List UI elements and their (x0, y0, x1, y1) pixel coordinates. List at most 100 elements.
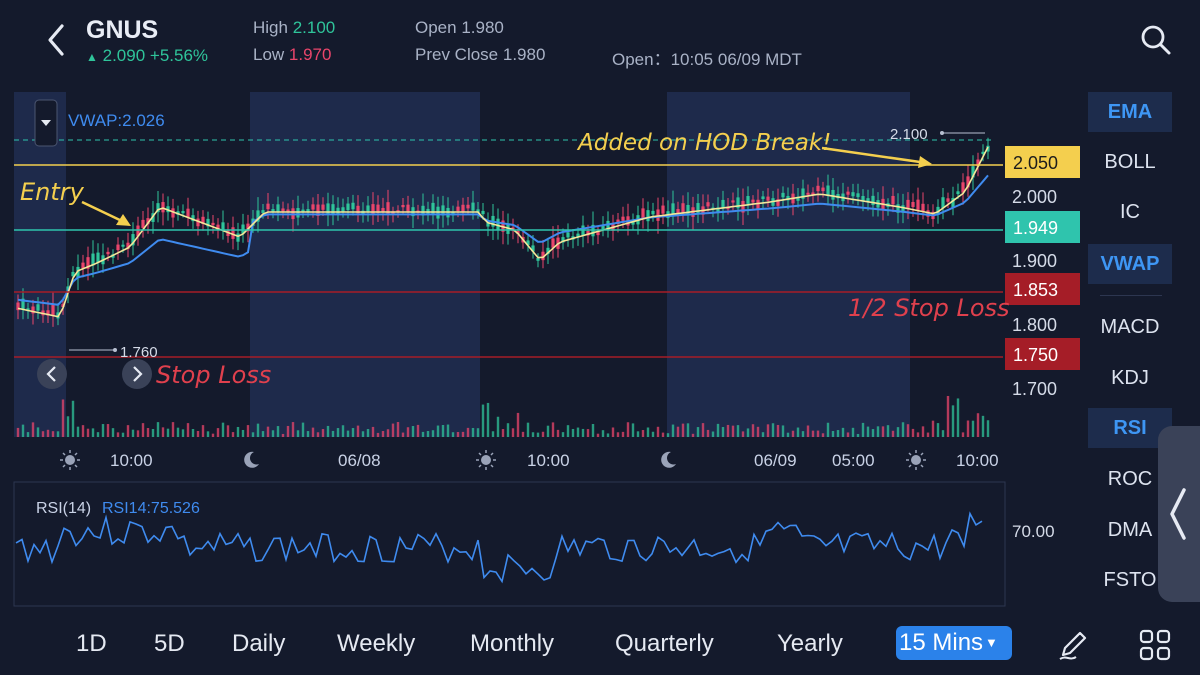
percent-change: +5.56% (149, 46, 209, 65)
volume-bars (16, 395, 990, 437)
volume-bar (256, 423, 260, 437)
prev-close-stat: Prev Close 1.980 (415, 45, 545, 65)
vwap-line (17, 174, 989, 306)
back-button[interactable] (40, 20, 76, 60)
candle-body (816, 185, 820, 192)
volume-bar (461, 431, 465, 437)
volume-bar (486, 402, 490, 437)
candle-body (406, 204, 410, 212)
volume-bar (96, 432, 100, 437)
candle-body (196, 218, 200, 227)
stop-annotation: Stop Loss (156, 361, 271, 389)
volume-bar (801, 431, 805, 437)
candle-body (826, 185, 830, 197)
volume-bar (786, 432, 790, 437)
timeframe-bar: 1D 5D Daily Weekly Monthly Quarterly Yea… (0, 612, 1200, 675)
volume-bar (806, 425, 810, 437)
candle-body (891, 195, 895, 205)
indicator-ic[interactable]: IC (1120, 201, 1140, 223)
candle-body (721, 199, 725, 208)
candle-body (601, 225, 605, 231)
indicator-boll[interactable]: BOLL (1104, 151, 1156, 173)
indicator-ema[interactable]: EMA (1088, 92, 1172, 132)
candle-body (171, 208, 175, 218)
volume-bar (936, 423, 940, 437)
volume-bar (316, 432, 320, 437)
svg-text:1.750: 1.750 (1013, 345, 1058, 365)
high-label: High (253, 18, 288, 37)
tf-quarterly[interactable]: Quarterly (615, 630, 714, 657)
indicator-kdj[interactable]: KDJ (1111, 367, 1149, 389)
candle-body (91, 253, 95, 266)
tf-monthly[interactable]: Monthly (470, 630, 555, 657)
candle-body (221, 222, 225, 231)
indicator-vwap[interactable]: VWAP (1088, 244, 1172, 284)
volume-bar (346, 430, 350, 437)
scroll-left-button[interactable] (37, 359, 67, 389)
svg-text:2.100: 2.100 (890, 126, 928, 143)
volume-bar (116, 432, 120, 437)
volume-bar (751, 424, 755, 437)
volume-bar (491, 431, 495, 437)
volume-bar (276, 426, 280, 437)
volume-bar (436, 425, 440, 437)
back-arrow-icon (48, 24, 64, 56)
volume-bar (431, 430, 435, 437)
volume-bar (36, 427, 40, 437)
indicator-roc[interactable]: ROC (1107, 468, 1153, 490)
volume-bar (411, 426, 415, 437)
candle-body (421, 205, 425, 216)
volume-bar (471, 427, 475, 437)
candle-body (526, 240, 530, 246)
price-tag-half-stop: 1.853 (1005, 273, 1080, 305)
tf-1d[interactable]: 1D (76, 630, 107, 657)
search-button[interactable] (1138, 22, 1174, 58)
indicator-dropdown[interactable] (34, 99, 58, 147)
tf-5d[interactable]: 5D (154, 630, 185, 657)
tf-yearly[interactable]: Yearly (777, 630, 843, 657)
volume-bar (581, 428, 585, 437)
volume-bar (921, 426, 925, 437)
price-tag-stop: 1.750 (1005, 338, 1080, 370)
price-chart[interactable]: 2.000 1.900 1.800 1.700 2.050 1.949 1.85… (0, 84, 1088, 612)
candle-body (706, 202, 710, 207)
tf-active-select[interactable]: 15 Mins ▼ (896, 626, 1012, 660)
volume-bar (421, 431, 425, 437)
indicator-macd[interactable]: MACD (1100, 316, 1160, 338)
candle-body (651, 210, 655, 215)
open-value: 1.980 (461, 18, 504, 37)
volume-bar (851, 427, 855, 437)
moon-icon (244, 451, 259, 468)
volume-bar (641, 430, 645, 437)
volume-bar (226, 425, 230, 437)
tf-weekly[interactable]: Weekly (337, 630, 416, 657)
layout-grid-button[interactable] (1138, 628, 1172, 662)
candle-body (186, 208, 190, 218)
volume-bar (886, 425, 890, 437)
volume-bar (926, 432, 930, 437)
candle-body (46, 310, 50, 316)
volume-bar (106, 424, 110, 437)
volume-bar (846, 432, 850, 437)
volume-bar (401, 432, 405, 437)
candle-body (211, 222, 215, 226)
candle-body (921, 203, 925, 212)
candle-body (121, 244, 125, 247)
volume-bar (591, 424, 595, 437)
volume-bar (956, 398, 960, 437)
sun-icon (476, 450, 496, 470)
expand-panel-tab[interactable] (1158, 426, 1200, 602)
tf-daily[interactable]: Daily (232, 630, 286, 657)
candle-body (146, 218, 150, 225)
candle-body (846, 191, 850, 195)
volume-bar (426, 431, 430, 437)
draw-tool-button[interactable] (1056, 628, 1090, 662)
scroll-right-button[interactable] (122, 359, 152, 389)
price-tick: 2.000 (1012, 187, 1057, 207)
volume-bar (156, 422, 160, 437)
svg-text:2.050: 2.050 (1013, 153, 1058, 173)
volume-bar (86, 428, 90, 437)
entry-arrow (81, 200, 131, 226)
indicator-dma[interactable]: DMA (1107, 519, 1153, 541)
indicator-fsto[interactable]: FSTO (1103, 569, 1157, 591)
